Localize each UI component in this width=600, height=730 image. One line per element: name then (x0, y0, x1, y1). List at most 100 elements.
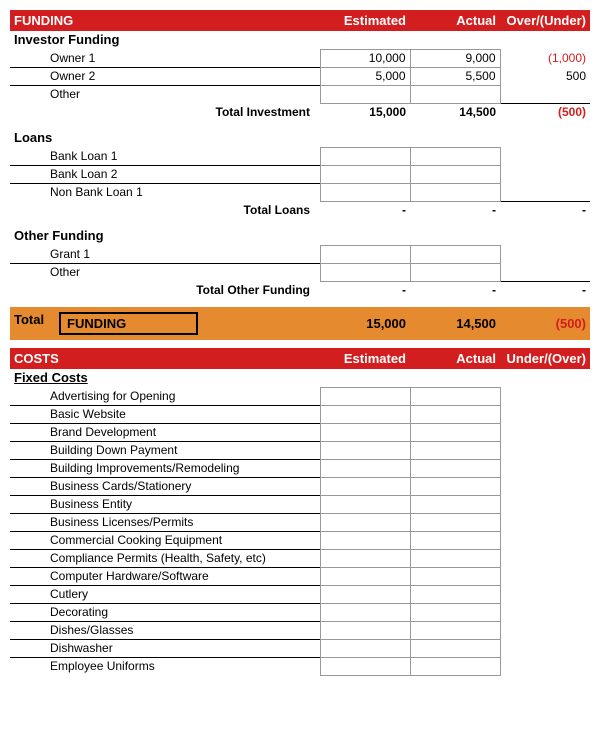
funding-section-row: Loans (10, 129, 590, 147)
funding-subtotal-diff: (500) (500, 103, 590, 121)
funding-row-est[interactable] (320, 183, 410, 201)
funding-row-act[interactable] (410, 245, 500, 263)
costs-row-est[interactable] (320, 459, 410, 477)
funding-section-label: Investor Funding (10, 31, 590, 49)
costs-header-est: Estimated (320, 348, 410, 369)
costs-row-act[interactable] (410, 639, 500, 657)
costs-row-est[interactable] (320, 513, 410, 531)
costs-section-label: Fixed Costs (10, 369, 590, 387)
costs-data-row: Computer Hardware/Software (10, 567, 590, 585)
funding-row-est[interactable] (320, 147, 410, 165)
costs-row-act[interactable] (410, 441, 500, 459)
funding-subtotal-est: 15,000 (320, 103, 410, 121)
costs-row-est[interactable] (320, 531, 410, 549)
costs-row-act[interactable] (410, 567, 500, 585)
funding-total-est: 15,000 (320, 307, 410, 340)
costs-table: COSTS Estimated Actual Under/(Over) Fixe… (10, 348, 590, 676)
costs-header-act: Actual (410, 348, 500, 369)
funding-row-act[interactable] (410, 85, 500, 103)
funding-data-row: Other (10, 263, 590, 281)
funding-row-act[interactable] (410, 165, 500, 183)
costs-row-act[interactable] (410, 621, 500, 639)
costs-data-row: Employee Uniforms (10, 657, 590, 675)
funding-row-label: Other (10, 85, 320, 103)
funding-row-act[interactable]: 5,500 (410, 67, 500, 85)
funding-data-row: Bank Loan 2 (10, 165, 590, 183)
costs-row-act[interactable] (410, 495, 500, 513)
funding-subtotal-est: - (320, 281, 410, 299)
costs-row-est[interactable] (320, 639, 410, 657)
costs-row-est[interactable] (320, 603, 410, 621)
funding-row-act[interactable] (410, 263, 500, 281)
costs-row-act[interactable] (410, 477, 500, 495)
costs-row-act[interactable] (410, 585, 500, 603)
costs-row-est[interactable] (320, 657, 410, 675)
costs-row-diff (500, 567, 590, 585)
funding-row-est[interactable] (320, 263, 410, 281)
funding-row-label: Owner 2 (10, 67, 320, 85)
costs-row-act[interactable] (410, 657, 500, 675)
funding-row-diff: 500 (500, 67, 590, 85)
costs-row-label: Commercial Cooking Equipment (10, 531, 320, 549)
funding-subtotal-est: - (320, 201, 410, 219)
funding-row-label: Other (10, 263, 320, 281)
costs-row-est[interactable] (320, 387, 410, 405)
funding-header-row: FUNDING Estimated Actual Over/(Under) (10, 10, 590, 31)
funding-row-est[interactable] (320, 165, 410, 183)
spacer-row (10, 219, 590, 227)
funding-total-label: Total FUNDING (10, 307, 320, 340)
funding-row-est[interactable]: 5,000 (320, 67, 410, 85)
funding-row-est[interactable] (320, 245, 410, 263)
spacer-row (10, 299, 590, 307)
funding-row-diff (500, 147, 590, 165)
costs-row-act[interactable] (410, 549, 500, 567)
costs-data-row: Building Improvements/Remodeling (10, 459, 590, 477)
costs-row-diff (500, 405, 590, 423)
funding-subtotal-diff: - (500, 201, 590, 219)
costs-row-est[interactable] (320, 621, 410, 639)
costs-data-row: Dishes/Glasses (10, 621, 590, 639)
funding-row-est[interactable] (320, 85, 410, 103)
funding-data-row: Other (10, 85, 590, 103)
funding-header-est: Estimated (320, 10, 410, 31)
funding-section-row: Investor Funding (10, 31, 590, 49)
costs-row-diff (500, 423, 590, 441)
costs-row-est[interactable] (320, 567, 410, 585)
costs-row-act[interactable] (410, 405, 500, 423)
costs-row-act[interactable] (410, 459, 500, 477)
funding-row-diff (500, 245, 590, 263)
funding-data-row: Owner 25,0005,500500 (10, 67, 590, 85)
funding-subtotal-row: Total Investment15,00014,500(500) (10, 103, 590, 121)
funding-header-diff: Over/(Under) (500, 10, 590, 31)
funding-subtotal-row: Total Loans--- (10, 201, 590, 219)
costs-row-est[interactable] (320, 441, 410, 459)
funding-row-est[interactable]: 10,000 (320, 49, 410, 67)
costs-row-diff (500, 441, 590, 459)
funding-row-label: Owner 1 (10, 49, 320, 67)
funding-row-label: Bank Loan 2 (10, 165, 320, 183)
costs-row-est[interactable] (320, 405, 410, 423)
funding-row-act[interactable] (410, 147, 500, 165)
costs-row-act[interactable] (410, 531, 500, 549)
funding-subtotal-diff: - (500, 281, 590, 299)
costs-row-label: Dishwasher (10, 639, 320, 657)
funding-data-row: Non Bank Loan 1 (10, 183, 590, 201)
costs-row-est[interactable] (320, 477, 410, 495)
costs-row-label: Brand Development (10, 423, 320, 441)
funding-row-diff: (1,000) (500, 49, 590, 67)
funding-row-act[interactable] (410, 183, 500, 201)
costs-row-act[interactable] (410, 387, 500, 405)
costs-row-est[interactable] (320, 549, 410, 567)
funding-total-act: 14,500 (410, 307, 500, 340)
funding-row-act[interactable]: 9,000 (410, 49, 500, 67)
costs-row-act[interactable] (410, 423, 500, 441)
costs-row-est[interactable] (320, 495, 410, 513)
costs-row-act[interactable] (410, 603, 500, 621)
costs-row-est[interactable] (320, 585, 410, 603)
costs-row-diff (500, 513, 590, 531)
funding-row-label: Bank Loan 1 (10, 147, 320, 165)
funding-subtotal-act: - (410, 201, 500, 219)
costs-row-act[interactable] (410, 513, 500, 531)
costs-data-row: Decorating (10, 603, 590, 621)
costs-row-est[interactable] (320, 423, 410, 441)
